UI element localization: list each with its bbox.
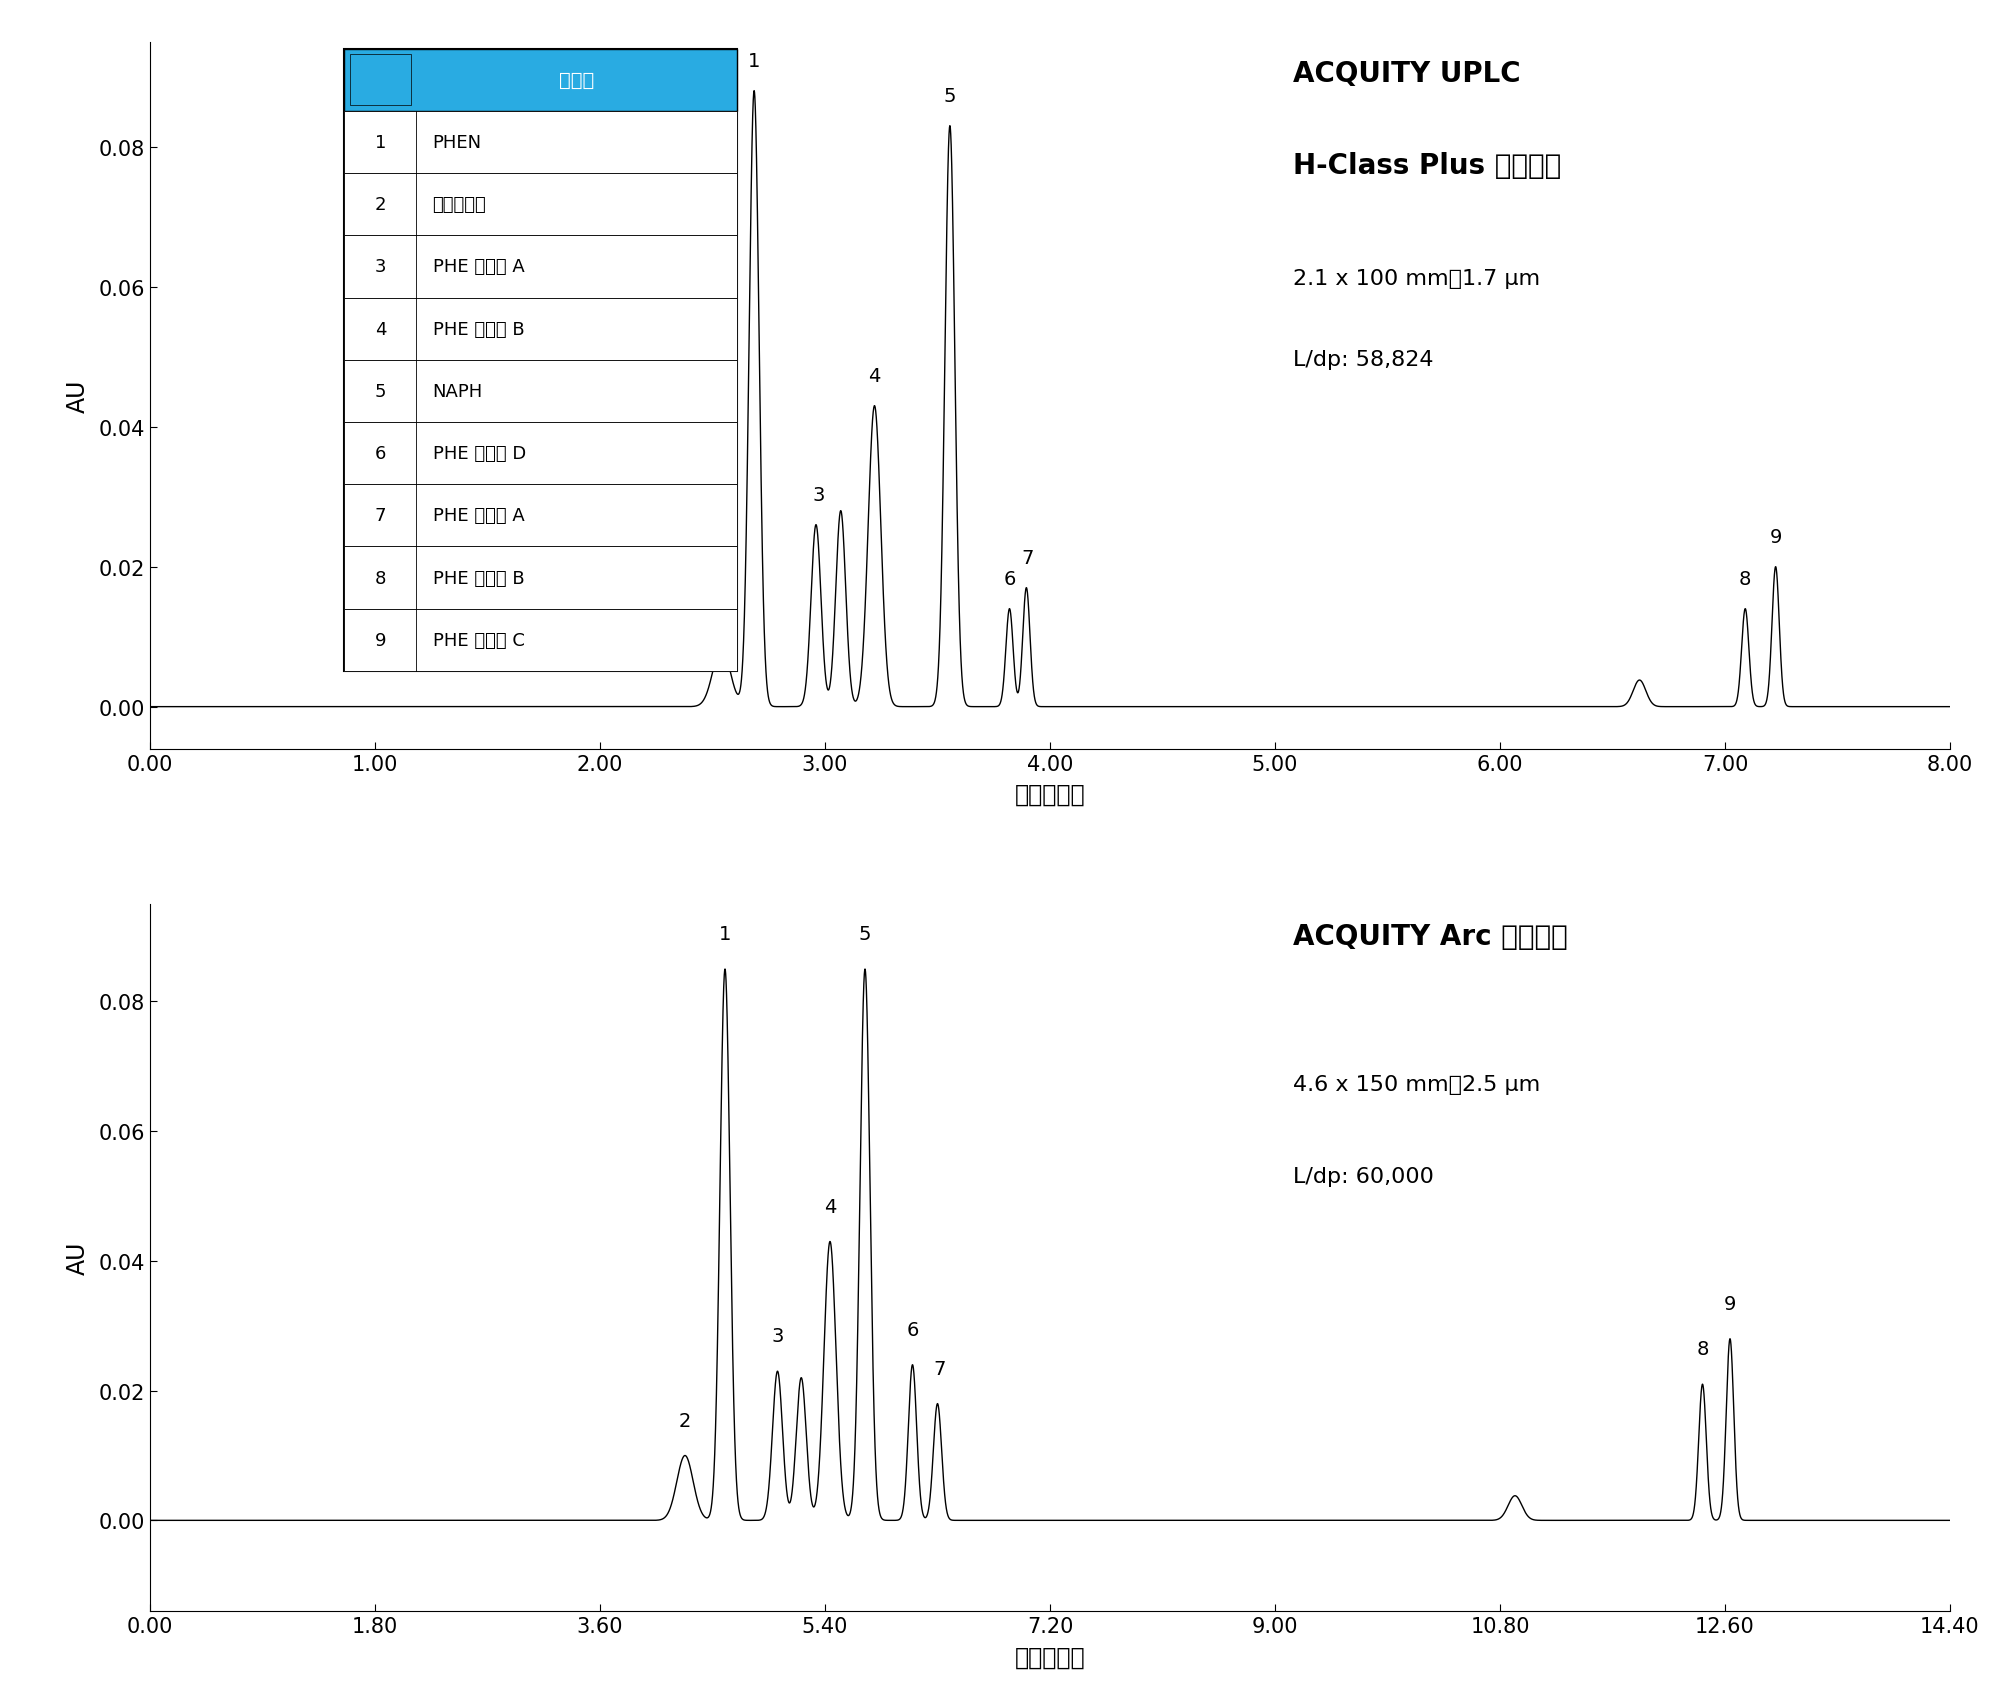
Text: PHE 不純物 A: PHE 不純物 A [432,506,524,525]
Text: 9: 9 [374,631,386,650]
Text: 6: 6 [374,445,386,462]
Bar [344,298,736,360]
Bar [344,423,736,484]
Text: PHE 不純物 A: PHE 不純物 A [432,259,524,276]
X-axis label: 時間（分）: 時間（分） [1014,783,1086,806]
Text: PHE 不純物 C: PHE 不純物 C [432,631,524,650]
Bar [344,360,736,423]
Text: L/dp: 58,824: L/dp: 58,824 [1292,350,1434,370]
Text: 2: 2 [678,1410,692,1430]
Text: 2: 2 [374,196,386,215]
Text: 2: 2 [716,607,728,627]
Text: ACQUITY UPLC: ACQUITY UPLC [1292,60,1520,89]
Text: PHE 不純物 B: PHE 不純物 B [432,321,524,339]
Text: 1: 1 [748,51,760,70]
Y-axis label: AU: AU [66,379,90,413]
Text: 4: 4 [868,367,880,385]
Text: H-Class Plus システム: H-Class Plus システム [1292,152,1562,181]
Text: 5: 5 [374,382,386,401]
Text: ACQUITY Arc システム: ACQUITY Arc システム [1292,922,1568,950]
Text: 7: 7 [934,1359,946,1378]
X-axis label: 時間（分）: 時間（分） [1014,1644,1086,1669]
Text: マレイン酸: マレイン酸 [432,196,486,215]
Bar [344,113,736,174]
Bar [344,174,736,237]
Text: L/dp: 60,000: L/dp: 60,000 [1292,1166,1434,1187]
Bar [344,484,736,547]
Text: 分析種: 分析種 [558,72,594,90]
Text: 4.6 x 150 mm、2.5 μm: 4.6 x 150 mm、2.5 μm [1292,1074,1540,1095]
Text: 9: 9 [1724,1294,1736,1313]
Text: 1: 1 [374,135,386,152]
Text: PHE 不純物 D: PHE 不純物 D [432,445,526,462]
Text: 3: 3 [374,259,386,276]
Text: 5: 5 [944,87,956,106]
Y-axis label: AU: AU [66,1241,90,1275]
Text: 5: 5 [858,924,872,943]
Text: 4: 4 [824,1197,836,1216]
Text: 4: 4 [374,321,386,339]
Bar [344,49,736,672]
Text: 7: 7 [1022,549,1034,568]
Text: 9: 9 [1770,527,1782,546]
Bar [344,49,736,113]
Text: PHEN: PHEN [432,135,482,152]
Text: PHE 不純物 B: PHE 不純物 B [432,569,524,587]
Text: 1: 1 [718,924,732,943]
Text: 6: 6 [1004,569,1016,588]
Bar [344,609,736,672]
Text: 6: 6 [906,1320,918,1338]
Text: 7: 7 [374,506,386,525]
Bar [350,55,412,106]
Text: 3: 3 [812,486,824,505]
Text: 2.1 x 100 mm、1.7 μm: 2.1 x 100 mm、1.7 μm [1292,269,1540,288]
Text: NAPH: NAPH [432,382,482,401]
Text: 8: 8 [1696,1340,1708,1359]
Bar [344,547,736,609]
Text: 3: 3 [772,1326,784,1345]
Text: 8: 8 [1740,569,1752,588]
Text: 8: 8 [374,569,386,587]
Bar [344,237,736,298]
